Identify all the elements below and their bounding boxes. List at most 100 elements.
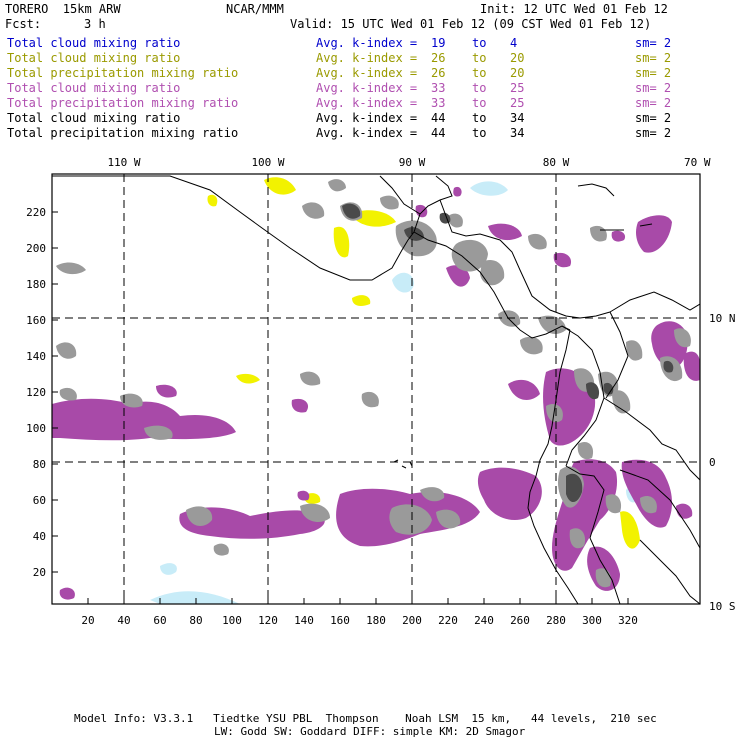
border-venezuela (605, 311, 629, 399)
cloud-purple-area (621, 459, 672, 528)
legend-to-word: to (472, 51, 487, 65)
cloud-yellow-area (620, 511, 640, 549)
legend-to-word: to (472, 36, 487, 50)
cloud-purple-area (52, 398, 236, 441)
legend-row: Total cloud mixing ratio Avg. k-index = 19… (7, 36, 727, 50)
forecast-label: Fcst: (5, 17, 42, 31)
longitude-label: 80 W (543, 156, 570, 169)
y-tick-label: 180 (26, 278, 46, 291)
legend-from: 26 (431, 66, 446, 80)
cloud-purple-area (415, 204, 428, 218)
cloud-dark-area (566, 473, 583, 503)
cloud-gray-area (59, 387, 77, 401)
legend-from: 44 (431, 111, 446, 125)
legend-sm: sm= 2 (635, 96, 672, 110)
coastline-mexico (52, 175, 415, 281)
legend-to: 34 (510, 126, 525, 140)
cloud-purple-area (676, 503, 693, 519)
y-tick-label: 160 (26, 314, 46, 327)
cloud-purple-area (477, 467, 542, 520)
cloud-gray-area (451, 239, 488, 272)
legend-row: Total precipitation mixing ratio Avg. k-i… (7, 66, 727, 80)
legend-to: 25 (510, 81, 525, 95)
legend-from: 33 (431, 96, 446, 110)
cloud-gray-area (144, 425, 173, 440)
legend-sm: sm= 2 (635, 126, 672, 140)
legend-to: 34 (510, 111, 525, 125)
x-tick-label: 240 (474, 614, 494, 627)
x-tick-label: 100 (222, 614, 242, 627)
coastline-central-america-pacific (413, 231, 571, 339)
cloud-gray-area (640, 495, 657, 514)
cloud-light-area (392, 272, 414, 293)
legend-stat: Avg. k-index = (316, 126, 418, 140)
coastline-layer (52, 175, 700, 604)
border-brazil-south (619, 469, 700, 549)
legend-row: Total precipitation mixing ratio Avg. k-i… (7, 126, 727, 140)
cloud-light-area (160, 563, 177, 575)
y-tick-label: 140 (26, 350, 46, 363)
border-ecuador-peru (565, 465, 621, 604)
y-tick-label: 80 (33, 458, 46, 471)
cloud-gray-area (300, 503, 330, 522)
legend-field: Total precipitation mixing ratio (7, 126, 239, 140)
cloud-gray-area (577, 441, 594, 460)
cloud-gray-area (590, 225, 607, 242)
longitude-label: 100 W (251, 156, 284, 169)
cloud-purple-area (683, 351, 700, 381)
cloud-purple-area (291, 398, 309, 413)
cloud-gray-area (538, 315, 566, 334)
axes-layer: 110 W 100 W 90 W 80 W 70 W 10 N 0 10 S 20 40 60 80 1… (26, 156, 735, 627)
cloud-gray-area (56, 262, 86, 275)
legend-from: 33 (431, 81, 446, 95)
legend-row: Total cloud mixing ratio Avg. k-index = 44… (7, 111, 727, 125)
organization-label: NCAR/MMM (226, 2, 284, 16)
x-tick-label: 320 (618, 614, 638, 627)
legend-to-word: to (472, 126, 487, 140)
x-tick-label: 180 (366, 614, 386, 627)
cloud-gray-area (612, 390, 631, 414)
coastline-gulf (379, 175, 421, 215)
legend-sm: sm= 2 (635, 51, 672, 65)
legend-to-word: to (472, 96, 487, 110)
cloud-gray-area (569, 528, 586, 549)
cloud-purple-area (508, 379, 540, 400)
x-tick-label: 200 (402, 614, 422, 627)
cloud-gray-area (420, 487, 445, 502)
cloud-gray-area (389, 504, 432, 535)
valid-time: Valid: 15 UTC Wed 01 Feb 12 (09 CST Wed … (290, 17, 652, 31)
legend-to-word: to (472, 81, 487, 95)
cloud-purple-area (453, 186, 462, 197)
legend-row: Total precipitation mixing ratio Avg. k-i… (7, 96, 727, 110)
x-tick-label: 220 (438, 614, 458, 627)
cloud-gray-area (605, 494, 622, 514)
cloud-yellow-area (264, 177, 296, 195)
legend-sm: sm= 2 (635, 66, 672, 80)
legend-sm: sm= 2 (635, 111, 672, 125)
legend-from: 19 (431, 36, 446, 50)
cloud-light-area (470, 181, 508, 196)
legend-stat: Avg. k-index = (316, 111, 418, 125)
cloud-purple-area (611, 230, 626, 242)
legend-to: 20 (510, 51, 525, 65)
legend-to: 20 (510, 66, 525, 80)
init-time: Init: 12 UTC Wed 01 Feb 12 (480, 2, 668, 16)
cloud-purple-area (297, 490, 310, 501)
x-tick-label: 20 (81, 614, 94, 627)
cloud-purple-area (553, 252, 572, 268)
legend-to-word: to (472, 111, 487, 125)
cloud-dark-area (663, 360, 674, 373)
cloud-purple-area (59, 587, 75, 600)
cloud-gray-area (302, 202, 325, 219)
x-tick-label: 60 (153, 614, 166, 627)
cloud-dark-area (586, 382, 600, 400)
coastline-south-america-pacific (527, 329, 579, 604)
legend-field: Total precipitation mixing ratio (7, 96, 239, 110)
y-tick-label: 100 (26, 422, 46, 435)
caribbean-islands (577, 183, 653, 231)
legend-field: Total cloud mixing ratio (7, 81, 181, 95)
legend-from: 44 (431, 126, 446, 140)
galapagos-islands (393, 459, 413, 469)
cloud-gray-area (448, 213, 463, 228)
